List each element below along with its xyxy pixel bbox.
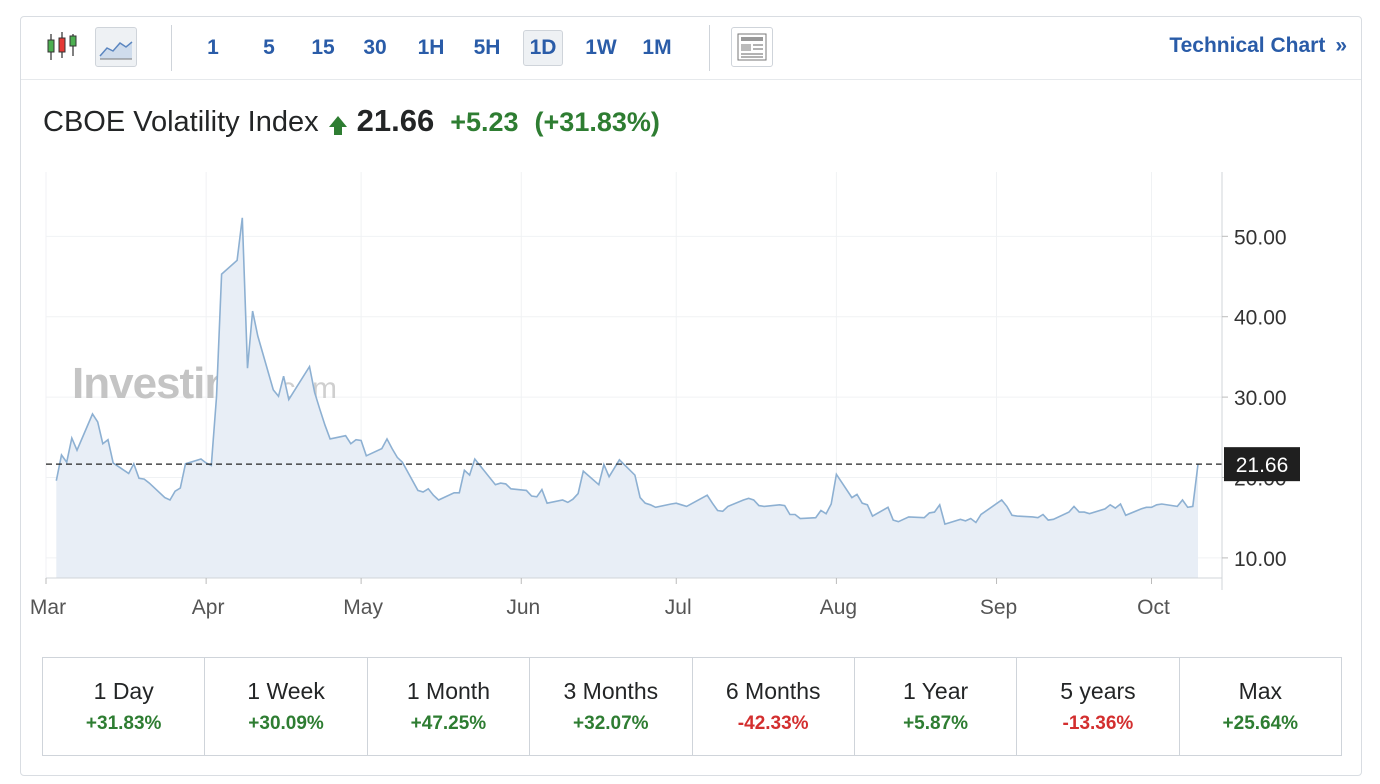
timeframe-1d[interactable]: 1D (523, 30, 563, 66)
x-tick-label: Sep (980, 596, 1017, 619)
timeframe-30[interactable]: 30 (363, 36, 387, 59)
area-chart-icon[interactable] (95, 27, 137, 67)
performance-cell[interactable]: 1 Month +47.25% (368, 658, 531, 755)
y-tick-label: 10.00 (1234, 548, 1287, 571)
x-tick-label: Apr (192, 596, 225, 619)
x-tick-label: Jul (665, 596, 692, 619)
performance-value: +31.83% (85, 713, 162, 734)
candlestick-icon[interactable] (41, 27, 83, 67)
timeframe-1w[interactable]: 1W (585, 36, 617, 59)
instrument-name: CBOE Volatility Index (43, 106, 319, 138)
performance-period: 3 Months (563, 678, 659, 704)
technical-chart-label: Technical Chart (1169, 34, 1326, 57)
news-panel-icon[interactable] (731, 27, 773, 67)
current-value-badge (1224, 447, 1300, 482)
chart-widget: 1 5 15 30 1H 5H 1D 1W 1M Technical Chart » CBOE … (20, 16, 1362, 776)
performance-period: 5 years (1060, 678, 1136, 704)
performance-value: +32.07% (573, 713, 649, 734)
performance-period: 1 Day (93, 678, 154, 704)
series-line (55, 217, 1199, 526)
price-change: +5.23 (450, 107, 519, 137)
timeframe-1m[interactable]: 1M (642, 36, 672, 59)
chart-toolbar: 1 5 15 30 1H 5H 1D 1W 1M Technical Chart » (21, 17, 1361, 80)
performance-cell[interactable]: 1 Week +30.09% (205, 658, 368, 755)
performance-cell[interactable]: 6 Months -42.33% (693, 658, 855, 755)
technical-chart-link[interactable]: Technical Chart » (1169, 34, 1347, 58)
performance-value: +30.09% (248, 713, 324, 734)
performance-value: -13.36% (1062, 713, 1134, 734)
performance-period: 1 Year (902, 678, 969, 704)
price-chart[interactable]: Investing.com10.0020.0030.0040.0050.0021… (0, 0, 1380, 640)
performance-cell[interactable]: Max +25.64% (1180, 658, 1341, 755)
timeframe-5[interactable]: 5 (263, 36, 275, 59)
x-tick-label: Oct (1137, 596, 1170, 619)
performance-value: +5.87% (903, 713, 969, 734)
timeframe-5h[interactable]: 5H (473, 36, 501, 59)
double-chevron-right-icon: » (1335, 34, 1347, 57)
price-change-percent: (+31.83%) (534, 107, 660, 137)
quote-header: CBOE Volatility Index 21.66 +5.23 (+31.8… (43, 103, 660, 139)
timeframe-1[interactable]: 1 (207, 36, 219, 59)
up-arrow-icon (328, 116, 347, 135)
performance-table: 1 Day +31.83% 1 Week +30.09% 1 Month +47.25% 3… (42, 657, 1342, 756)
y-tick-label: 30.00 (1234, 387, 1287, 410)
timeframe-1h[interactable]: 1H (417, 36, 445, 59)
toolbar-separator (709, 25, 710, 71)
toolbar-separator (171, 25, 172, 71)
y-tick-label: 50.00 (1234, 226, 1287, 249)
y-tick-label: 40.00 (1234, 307, 1287, 330)
performance-value: +25.64% (1222, 713, 1299, 734)
performance-period: 1 Month (406, 678, 490, 704)
x-tick-label: May (343, 596, 383, 619)
performance-value: +47.25% (410, 713, 487, 734)
performance-value: -42.33% (737, 713, 809, 734)
performance-cell[interactable]: 1 Year +5.87% (855, 658, 1018, 755)
performance-cell[interactable]: 3 Months +32.07% (530, 658, 693, 755)
area-fill (56, 217, 1198, 579)
x-tick-label: Mar (30, 596, 66, 619)
x-tick-label: Jun (506, 596, 540, 619)
performance-period: 1 Week (247, 678, 325, 704)
performance-cell[interactable]: 5 years -13.36% (1017, 658, 1180, 755)
current-value-label: 21.66 (1236, 454, 1289, 477)
timeframe-15[interactable]: 15 (311, 36, 335, 59)
performance-period: 6 Months (725, 678, 821, 704)
performance-period: Max (1238, 678, 1283, 704)
performance-cell[interactable]: 1 Day +31.83% (43, 658, 206, 755)
x-tick-label: Aug (820, 596, 857, 619)
last-price: 21.66 (356, 103, 435, 138)
